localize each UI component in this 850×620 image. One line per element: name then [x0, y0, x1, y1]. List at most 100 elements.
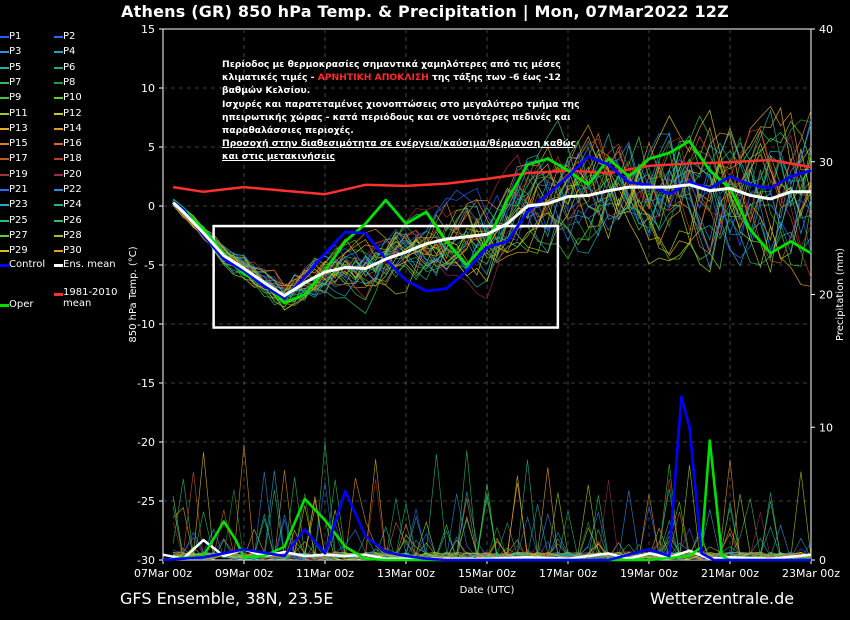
legend-label: P17 — [9, 153, 28, 165]
legend-label: P29 — [9, 245, 28, 257]
legend-swatch — [54, 189, 63, 191]
y2tick-label-1: 30 — [819, 156, 833, 169]
legend-swatch — [0, 143, 9, 146]
ytick-label-3: 0 — [148, 200, 155, 213]
y2tick-label-2: 20 — [819, 289, 833, 302]
legend-label: P3 — [9, 46, 22, 58]
legend-label: P1 — [9, 31, 22, 42]
legend-label: P8 — [63, 76, 76, 88]
series-line-control — [172, 154, 812, 300]
legend-swatch — [54, 127, 63, 130]
legend-label: 1981-2010 mean — [63, 287, 118, 309]
legend-label: P16 — [63, 138, 82, 150]
legend-label: P2 — [63, 31, 76, 42]
legend-label: P11 — [9, 107, 28, 119]
y-axis-label: 850 hPa Temp. (°C) — [128, 246, 139, 342]
ensemble-member-temp-line — [172, 110, 812, 306]
legend-swatch — [0, 97, 9, 100]
legend-label: P20 — [63, 168, 82, 180]
legend-label: P23 — [9, 199, 28, 211]
ytick-label-9: -30 — [137, 554, 155, 567]
legend-swatch — [54, 36, 63, 38]
ytick-label-7: -20 — [137, 436, 155, 449]
ensemble-member-temp-line — [172, 109, 812, 301]
annotation-line-2: κλιματικές τιμές - ΑΡΝΗΤΙΚΗ ΑΠΟΚΛΙΣΗ της… — [222, 72, 561, 84]
legend-swatch — [54, 204, 63, 207]
legend-swatch — [0, 234, 9, 237]
legend-label: P27 — [9, 229, 28, 241]
ensemble-member-temp-line — [172, 106, 812, 287]
annotation-line-3: βαθμών Κελσίου. — [222, 85, 311, 97]
legend-label: P19 — [9, 168, 28, 180]
legend-label: P28 — [63, 229, 82, 241]
ensemble-member-temp-line — [172, 134, 812, 300]
legend-label: P25 — [9, 214, 28, 226]
y2tick-label-4: 0 — [819, 554, 826, 567]
ytick-label-2: 5 — [148, 141, 155, 154]
y2tick-label-0: 40 — [819, 23, 833, 36]
annotation-line-6: παραθαλάσσιες περιοχές. — [222, 125, 354, 137]
legend-label: Ens. mean — [63, 259, 116, 270]
legend-label: P14 — [63, 122, 82, 134]
y2-axis-label: Precipitation (mm) — [835, 248, 846, 341]
legend-swatch — [0, 127, 9, 130]
legend-label: P4 — [63, 46, 76, 58]
legend-label: P6 — [63, 61, 76, 73]
series-line-ens-mean — [172, 183, 811, 298]
ensemble-member-temp-line — [172, 120, 812, 291]
source-caption: Wetterzentrale.de — [650, 589, 795, 608]
legend-swatch — [0, 264, 9, 267]
legend-swatch — [0, 158, 9, 161]
legend-swatch — [54, 158, 63, 161]
ytick-label-4: -5 — [144, 259, 155, 272]
xtick-label-8: 23Mar 00z — [782, 567, 840, 580]
y2tick-label-3: 10 — [819, 421, 833, 434]
legend-swatch — [0, 173, 9, 176]
legend-label: P7 — [9, 76, 22, 88]
xtick-label-6: 19Mar 00z — [620, 567, 678, 580]
legend-label: P22 — [63, 184, 82, 195]
legend-swatch — [54, 293, 63, 296]
legend-swatch — [0, 112, 9, 115]
legend-swatch — [0, 250, 9, 253]
legend-label: Oper — [9, 299, 34, 310]
legend-label: P10 — [63, 92, 82, 104]
legend-label: Control — [9, 259, 46, 270]
ytick-label-8: -25 — [137, 495, 155, 508]
xtick-label-2: 11Mar 00z — [296, 567, 354, 580]
legend-swatch — [54, 264, 63, 267]
legend-swatch — [0, 204, 9, 207]
series-line-oper-precip — [162, 439, 811, 562]
legend-swatch — [54, 250, 63, 253]
legend-swatch — [54, 81, 63, 84]
ytick-label-5: -10 — [137, 318, 155, 331]
legend-swatch — [54, 112, 63, 115]
legend-label: P26 — [63, 214, 82, 226]
annotation-line-7: Προσοχή στην διαθεσιμότητα σε ενέργεια/κ… — [222, 138, 577, 150]
legend-swatch — [0, 51, 9, 54]
annotation-line-5: ηπειρωτικής χώρας - κατά περιόδους και σ… — [222, 111, 571, 123]
legend-label: P15 — [9, 138, 28, 150]
legend-swatch — [0, 304, 9, 307]
forecast-annotation: Περίοδος με θερμοκρασίες σημαντικά χαμηλ… — [222, 58, 587, 164]
legend-swatch — [0, 81, 9, 84]
model-caption: GFS Ensemble, 38N, 23.5E — [120, 589, 334, 608]
ytick-label-1: 10 — [141, 82, 155, 95]
legend-swatch — [54, 234, 63, 237]
legend-swatch — [54, 143, 63, 146]
xtick-label-0: 07Mar 00z — [134, 567, 192, 580]
legend-label: P9 — [9, 92, 22, 104]
legend-label: P13 — [9, 122, 28, 134]
negative-deviation-label: ΑΡΝΗΤΙΚΗ ΑΠΟΚΛΙΣΗ — [317, 72, 429, 84]
ensemble-member-precip-line — [173, 451, 812, 561]
legend-swatch — [0, 36, 9, 38]
chart-title: Athens (GR) 850 hPa Temp. & Precipitatio… — [121, 2, 729, 21]
annotation-line-8: και στις μετακινήσεις — [222, 151, 336, 163]
legend-label: P30 — [63, 245, 82, 257]
annotation-line-4: Ισχυρές και παρατεταμένες χιονοπτώσεις σ… — [222, 98, 580, 110]
annotation-line-1: Περίοδος με θερμοκρασίες σημαντικά χαμηλ… — [222, 59, 561, 70]
legend-swatch — [0, 219, 9, 222]
xtick-label-7: 21Mar 00z — [701, 567, 759, 580]
legend-label: P24 — [63, 199, 82, 211]
